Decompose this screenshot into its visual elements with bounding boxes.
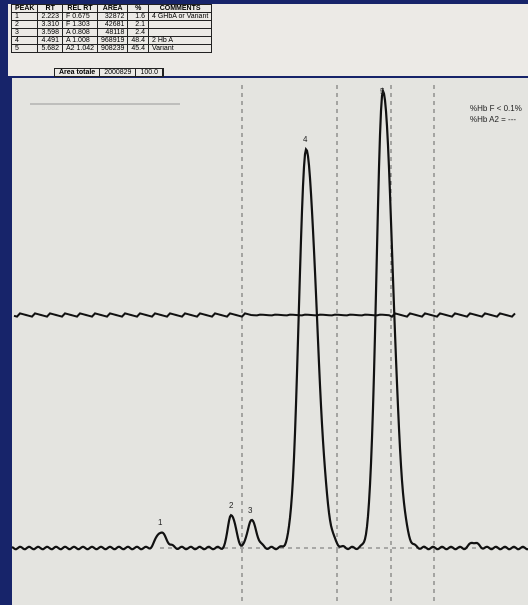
annotation: %Hb F < 0.1%: [470, 104, 522, 113]
annotation: %Hb A2 = ---: [470, 115, 516, 124]
page: PEAKRTREL RTAREA%COMMENTS12.223F 0.67532…: [0, 0, 528, 605]
chromatogram: 1 2 3 4 5 %Hb F < 0.1% %Hb A2 = ---: [0, 0, 528, 605]
peak-label: 4: [303, 135, 308, 144]
paper: [12, 78, 528, 605]
peak-label: 1: [158, 518, 163, 527]
peak-label: 5: [380, 87, 385, 96]
peak-label: 3: [248, 506, 253, 515]
peak-label: 2: [229, 501, 234, 510]
